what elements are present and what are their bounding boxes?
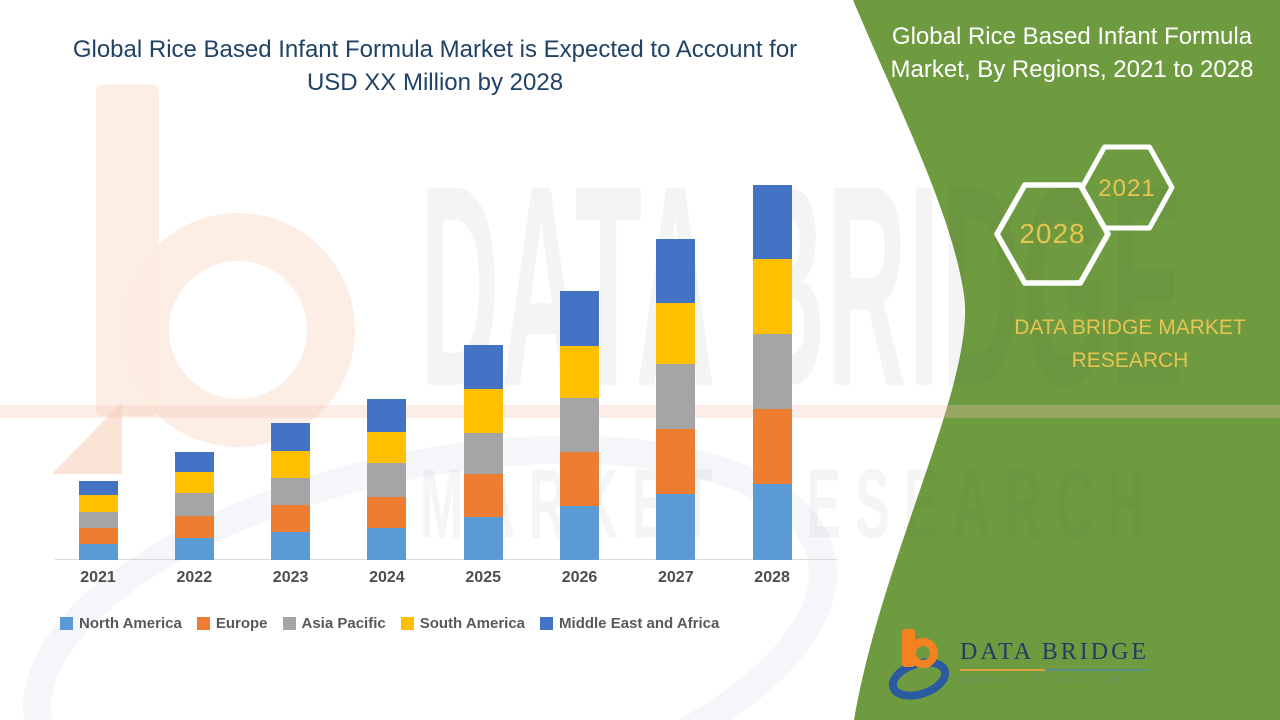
logo-b-bowl	[908, 638, 938, 668]
logo-name: DATA BRIDGE	[960, 639, 1150, 665]
bar-segment-south-america	[752, 259, 792, 334]
bar-segment-north-america	[656, 494, 696, 560]
bar-segment-south-america	[463, 389, 503, 433]
bar-segment-middle-east-and-africa	[656, 239, 696, 303]
bar-segment-south-america	[560, 346, 599, 398]
legend-item-south-america: South America	[400, 615, 526, 632]
bar-segment-europe	[560, 452, 599, 506]
chart-title-line1: Global Rice Based Infant Formula Market …	[72, 36, 798, 63]
x-axis-label-2028: 2028	[754, 569, 790, 586]
legend-label: South America	[419, 615, 526, 632]
chart-title-line2: USD XX Million by 2028	[306, 69, 564, 96]
bar-segment-asia-pacific	[174, 493, 214, 516]
x-axis-label-2023: 2023	[272, 569, 309, 586]
bar-segment-middle-east-and-africa	[463, 345, 503, 389]
legend-label: North America	[79, 615, 182, 632]
legend-swatch-south-america	[400, 617, 414, 630]
panel-title: Global Rice Based Infant Formula Market,…	[872, 20, 1272, 86]
bar-segment-asia-pacific	[367, 463, 407, 497]
bar-segment-north-america	[560, 506, 599, 560]
bar-segment-north-america	[752, 484, 792, 560]
bar-segment-asia-pacific	[656, 364, 696, 429]
bar-segment-middle-east-and-africa	[560, 291, 599, 346]
bar-segment-north-america	[463, 517, 503, 560]
bar-segment-middle-east-and-africa	[174, 452, 214, 472]
brand-name-text: DATA BRIDGE MARKET RESEARCH	[985, 311, 1275, 377]
x-axis-label-2022: 2022	[176, 569, 213, 586]
bar-segment-north-america	[271, 532, 311, 560]
bar-segment-middle-east-and-africa	[752, 185, 792, 259]
legend-swatch-europe	[196, 617, 210, 630]
legend-label: Europe	[215, 615, 268, 632]
legend-swatch-asia-pacific	[282, 617, 296, 630]
x-axis-label-2025: 2025	[465, 569, 501, 586]
panel-title-line2: Market, By Regions, 2021 to 2028	[890, 56, 1254, 83]
bar-segment-asia-pacific	[560, 398, 599, 452]
panel-title-line1: Global Rice Based Infant Formula	[891, 23, 1253, 50]
databridge-logo: DATA BRIDGE MARKET RESEARCH	[888, 627, 1150, 701]
bar-segment-south-america	[656, 303, 696, 364]
bar-2028	[752, 185, 792, 560]
bar-segment-south-america	[174, 472, 214, 493]
bar-segment-asia-pacific	[463, 433, 503, 474]
x-axis-line	[55, 559, 837, 560]
x-axis-label-2024: 2024	[369, 569, 405, 586]
logo-text: DATA BRIDGE MARKET RESEARCH	[960, 627, 1150, 685]
logo-b-icon	[888, 629, 950, 700]
bar-2025	[463, 345, 503, 560]
bar-segment-north-america	[78, 544, 118, 560]
bar-segment-asia-pacific	[78, 512, 118, 528]
bar-segment-asia-pacific	[752, 334, 792, 409]
bar-segment-south-america	[271, 451, 311, 478]
bar-2024	[367, 399, 407, 560]
bar-segment-europe	[271, 505, 311, 532]
bar-2023	[271, 423, 311, 560]
logo-underline	[960, 669, 1150, 671]
bar-segment-europe	[463, 474, 503, 517]
bar-2022	[174, 452, 214, 560]
legend-label: Asia Pacific	[301, 615, 386, 632]
legend-swatch-middle-east-and-africa	[540, 617, 554, 630]
bar-2021	[78, 481, 118, 560]
legend-item-middle-east-and-africa: Middle East and Africa	[540, 615, 719, 632]
bar-segment-south-america	[367, 432, 407, 463]
x-axis-label-2021: 2021	[80, 569, 116, 586]
logo-subtitle: MARKET RESEARCH	[960, 675, 1125, 685]
x-axis-label-2026: 2026	[561, 569, 598, 586]
bar-segment-north-america	[174, 538, 214, 560]
bar-segment-europe	[367, 497, 407, 528]
bar-segment-middle-east-and-africa	[271, 423, 311, 451]
brand-name-line1: DATA BRIDGE MARKET	[1014, 316, 1246, 339]
bar-segment-asia-pacific	[271, 478, 311, 505]
legend-item-north-america: North America	[60, 615, 182, 632]
legend-item-asia-pacific: Asia Pacific	[282, 615, 386, 632]
legend-item-europe: Europe	[196, 615, 268, 632]
bar-2027	[656, 239, 696, 560]
bar-segment-europe	[656, 429, 696, 494]
legend-label: Middle East and Africa	[559, 615, 720, 632]
chart-title: Global Rice Based Infant Formula Market …	[60, 33, 810, 99]
x-axis-label-2027: 2027	[658, 569, 694, 586]
bar-segment-north-america	[367, 528, 407, 560]
bar-segment-europe	[752, 409, 792, 484]
bar-segment-europe	[78, 528, 118, 544]
chart-legend: North America Europe Asia Pacific South …	[60, 615, 719, 632]
bar-segment-europe	[174, 516, 214, 538]
bar-segment-middle-east-and-africa	[367, 399, 407, 432]
bar-segment-middle-east-and-africa	[78, 481, 118, 495]
bar-2026	[560, 291, 599, 560]
brand-name-line2: RESEARCH	[1071, 349, 1189, 372]
bar-segment-south-america	[78, 495, 118, 512]
legend-swatch-north-america	[60, 617, 73, 630]
